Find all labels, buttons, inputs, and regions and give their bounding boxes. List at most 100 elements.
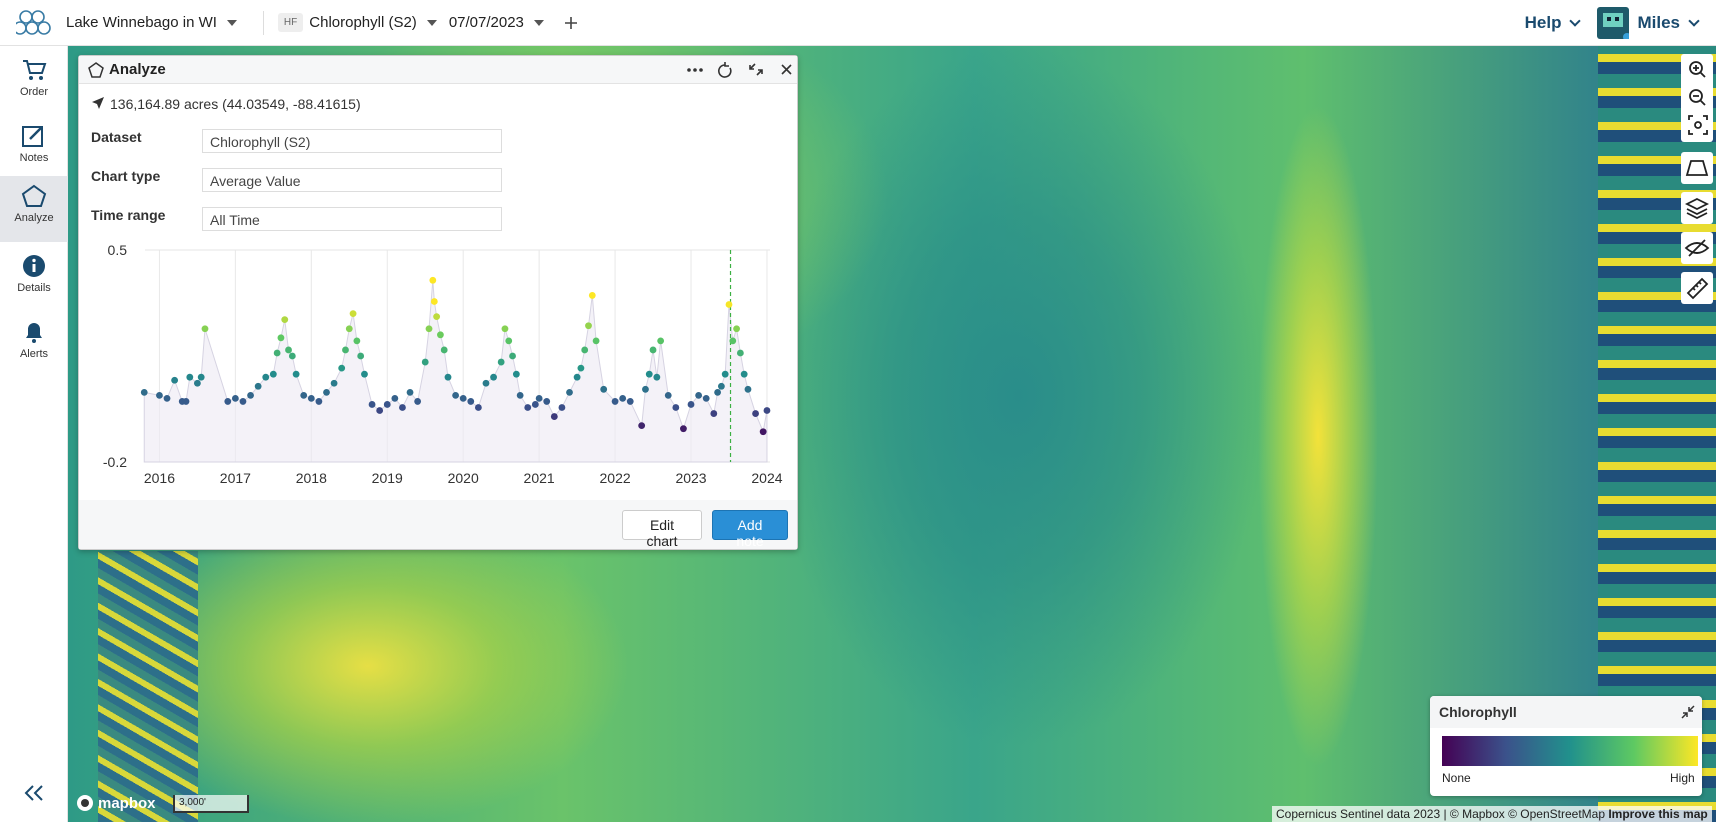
data-point <box>277 334 285 342</box>
data-point <box>140 388 148 396</box>
data-point <box>193 379 201 387</box>
data-point <box>657 337 665 345</box>
data-point <box>273 349 281 357</box>
collapse-button[interactable] <box>22 784 46 802</box>
legend-collapse[interactable] <box>1680 704 1696 720</box>
data-point <box>288 352 296 360</box>
data-point <box>524 404 532 411</box>
data-point <box>323 388 330 396</box>
data-point <box>710 410 718 417</box>
x-tick-label: 2020 <box>448 470 479 486</box>
x-tick-label: 2016 <box>144 470 175 486</box>
zoom-controls[interactable] <box>1681 54 1713 142</box>
farmland-left <box>98 551 198 822</box>
data-point <box>285 346 292 354</box>
data-point <box>482 379 490 387</box>
data-point <box>171 376 179 384</box>
attribution-text: Copernicus Sentinel data 2023 | © Mapbox… <box>1276 807 1605 821</box>
dataset-field[interactable]: Chlorophyll (S2) <box>202 129 502 153</box>
panel-controls[interactable] <box>685 61 795 79</box>
data-point <box>269 370 277 378</box>
x-tick-label: 2017 <box>220 470 251 486</box>
data-point <box>744 385 752 393</box>
mapbox-text: mapbox <box>98 794 156 812</box>
measure-control[interactable] <box>1681 272 1713 304</box>
data-point <box>330 379 338 387</box>
data-point <box>440 346 448 354</box>
data-point <box>588 292 596 299</box>
nav-notes[interactable]: Notes <box>0 116 68 180</box>
add-button[interactable] <box>564 16 578 30</box>
visibility-control[interactable] <box>1681 232 1713 264</box>
data-point <box>421 358 429 366</box>
data-point <box>558 404 566 411</box>
nav-order[interactable]: Order <box>0 50 68 114</box>
data-point <box>430 298 438 305</box>
nav-details[interactable]: Details <box>0 246 68 310</box>
edit-chart-button[interactable]: Edit chart <box>622 510 702 549</box>
user-menu[interactable]: Miles <box>1637 12 1680 32</box>
dataset-badge: HF <box>277 13 304 32</box>
legend-high: High <box>1670 771 1695 785</box>
data-point <box>353 337 361 345</box>
data-point <box>391 395 399 402</box>
data-point <box>292 370 300 378</box>
draw-control[interactable] <box>1681 152 1713 184</box>
data-point <box>759 428 767 436</box>
data-point <box>721 370 729 378</box>
dataset-select[interactable]: Chlorophyll (S2) <box>309 14 417 31</box>
improve-map-link[interactable]: Improve this map <box>1608 807 1708 821</box>
avatar[interactable] <box>1597 6 1630 39</box>
help-menu[interactable]: Help <box>1524 12 1562 32</box>
data-point <box>163 395 171 402</box>
data-point <box>725 301 733 308</box>
panel-icon <box>88 62 104 78</box>
chart-type-field[interactable]: Average Value <box>202 168 502 192</box>
nav-label: Alerts <box>19 348 49 360</box>
date-select[interactable]: 07/07/2023 <box>448 14 524 31</box>
location: 136,164.89 acres (44.03549, -88.41615) <box>110 96 361 112</box>
data-point <box>619 395 627 402</box>
add-note-button[interactable]: Add note <box>712 510 788 549</box>
analyze-panel: Analyze 136,164.89 acres (44.03549, -88.… <box>78 55 798 550</box>
nav-analyze[interactable]: Analyze <box>0 176 68 242</box>
data-point <box>649 346 657 354</box>
color-scale <box>1442 736 1698 766</box>
data-point <box>566 388 573 396</box>
sidebar: Order Notes Analyze Details Alerts <box>0 46 68 822</box>
nav-alerts[interactable]: Alerts <box>0 312 68 376</box>
x-tick-label: 2023 <box>675 470 706 486</box>
time-range-field[interactable]: All Time <box>202 207 502 231</box>
data-point <box>383 401 391 408</box>
data-point <box>182 398 190 405</box>
x-tick-label: 2021 <box>524 470 555 486</box>
logo[interactable] <box>16 8 52 38</box>
data-point <box>592 337 600 345</box>
data-point <box>437 331 444 339</box>
panel-title: Analyze <box>109 61 166 78</box>
data-point <box>581 346 589 354</box>
data-point <box>429 276 437 284</box>
legend-title: Chlorophyll <box>1439 704 1517 720</box>
data-point <box>345 325 353 333</box>
nav-label: Notes <box>19 152 49 164</box>
data-point <box>680 425 687 433</box>
data-point <box>717 382 725 390</box>
data-point <box>406 388 414 396</box>
data-point <box>467 398 475 405</box>
field-label: Time range <box>91 207 166 223</box>
data-point <box>577 364 585 372</box>
data-point <box>687 401 695 408</box>
data-point <box>645 370 653 378</box>
data-point <box>156 391 163 399</box>
layers-control[interactable] <box>1681 192 1713 224</box>
project-name[interactable]: Lake Winnebago in WI <box>66 14 217 31</box>
header: Lake Winnebago in WI HF Chlorophyll (S2)… <box>0 0 1716 46</box>
data-point <box>452 391 460 399</box>
data-point <box>281 316 289 324</box>
data-point <box>224 398 232 405</box>
data-point <box>497 358 505 366</box>
data-point <box>733 325 740 333</box>
data-point <box>349 310 357 317</box>
data-point <box>338 364 346 372</box>
